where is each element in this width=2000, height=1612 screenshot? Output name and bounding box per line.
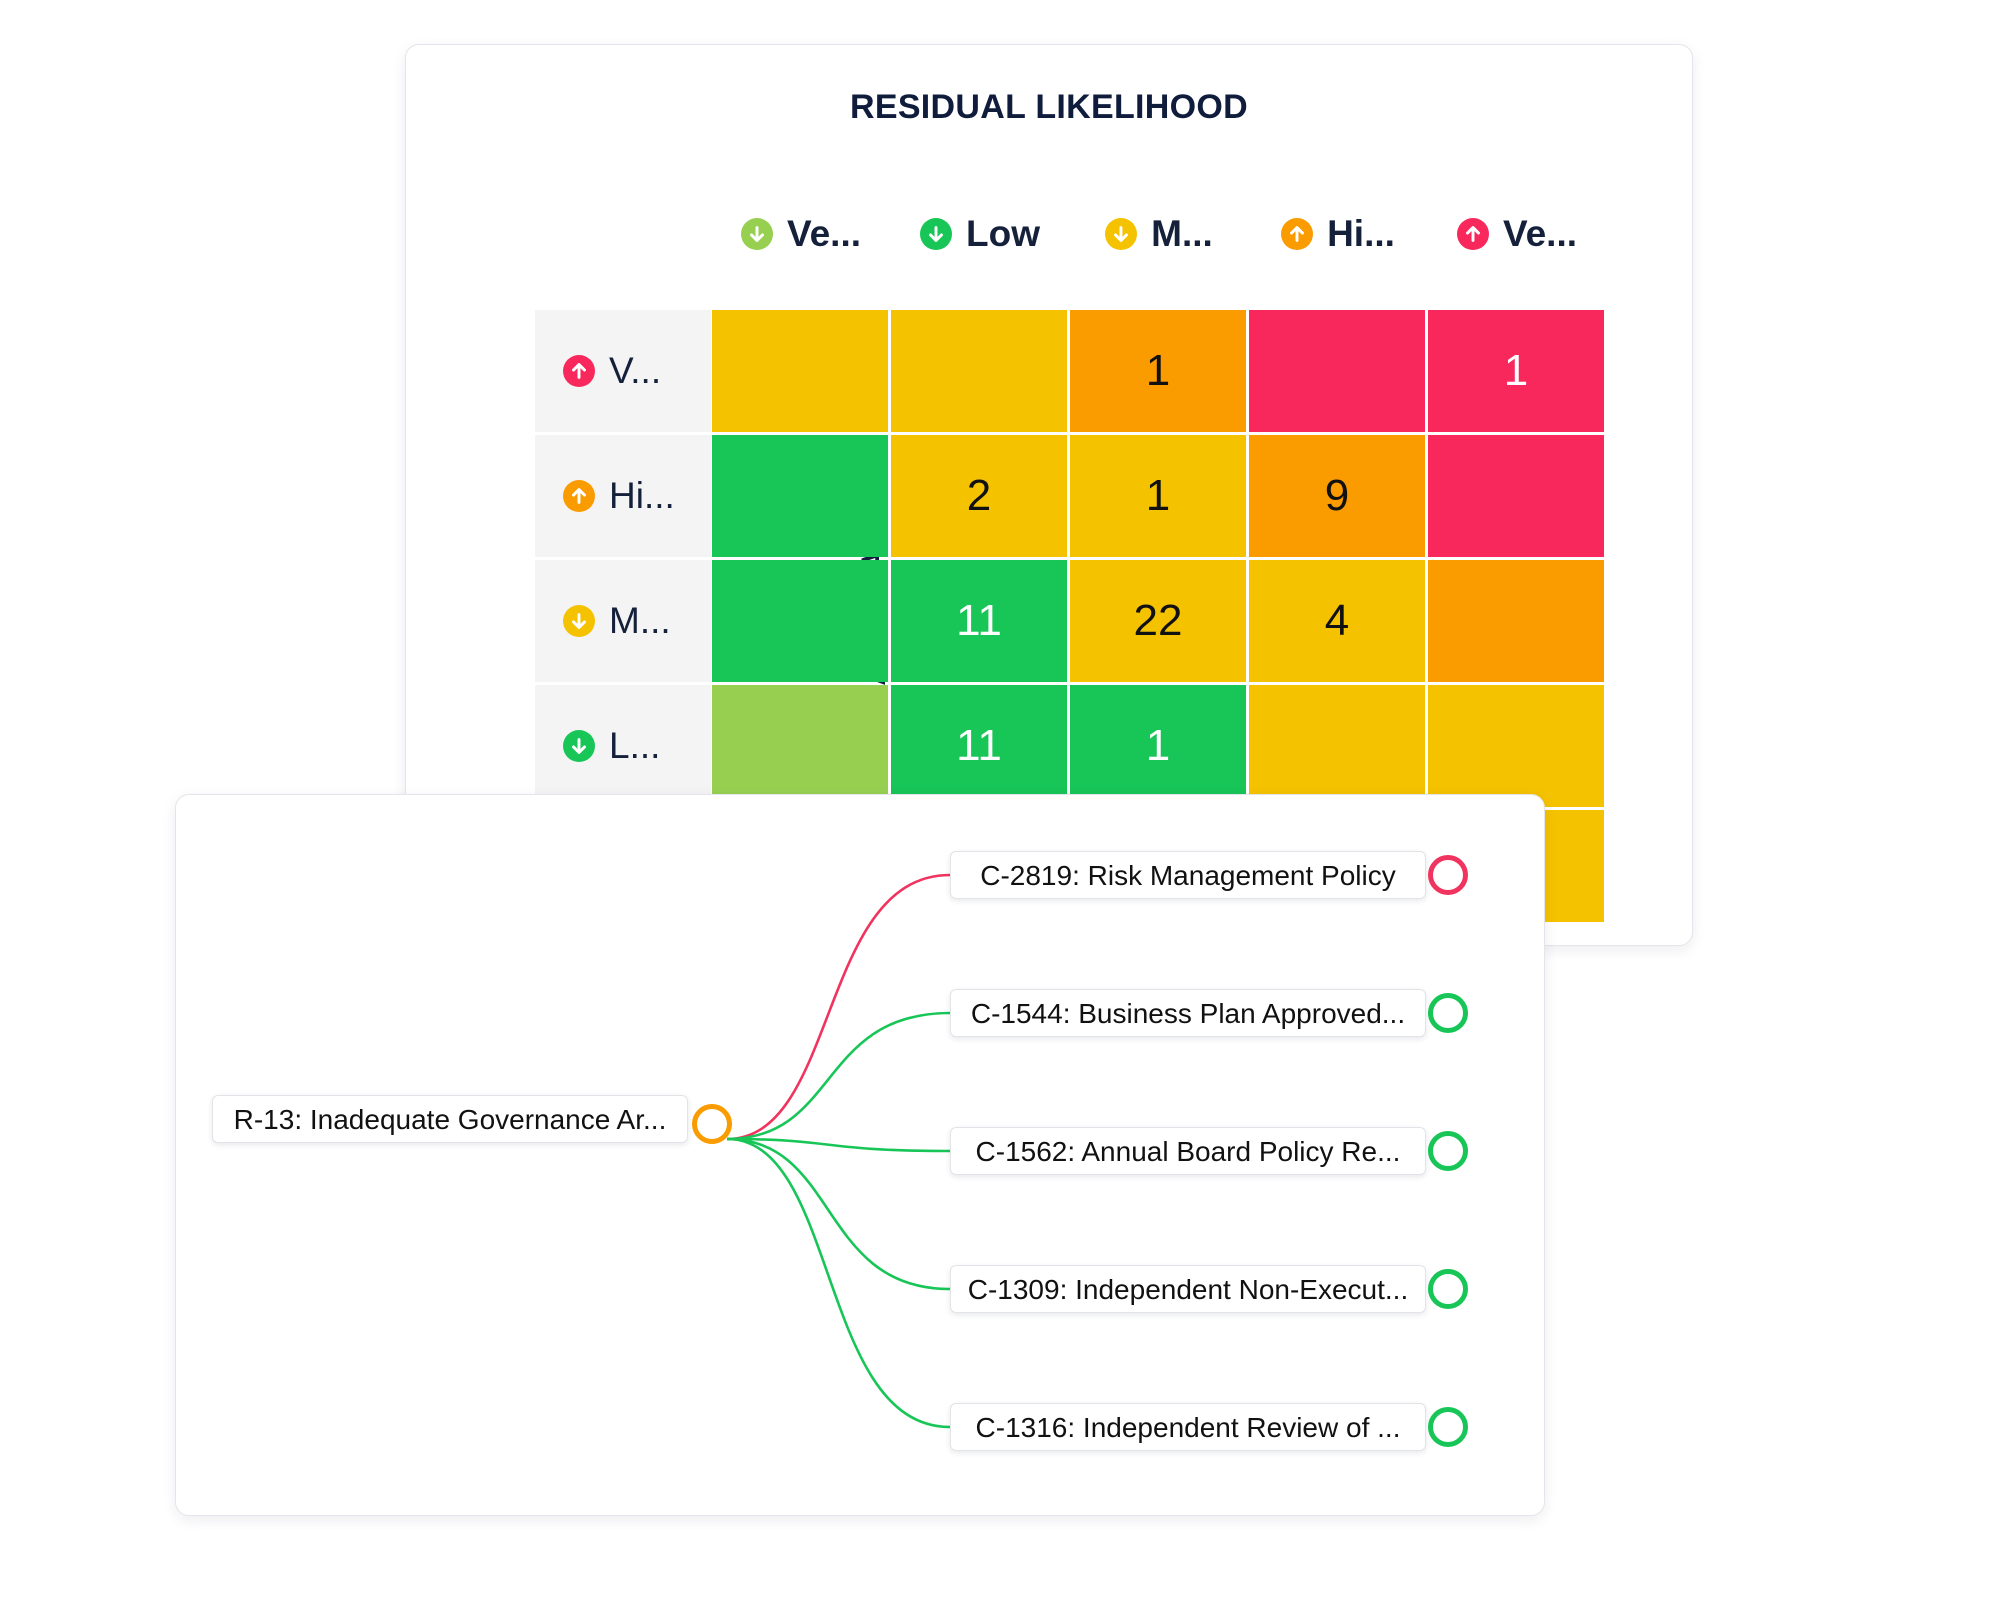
control-status-ring[interactable]: [1428, 1131, 1468, 1171]
heatmap-cell[interactable]: 22: [1070, 560, 1246, 682]
likelihood-column-label: M...: [1151, 213, 1213, 254]
impact-row-header[interactable]: Hi...: [535, 435, 711, 557]
impact-row-label: Hi...: [609, 475, 675, 516]
arrow-up-icon: [1456, 218, 1489, 250]
arrow-down-icon: [563, 605, 595, 637]
risk-control-link: [726, 1137, 951, 1429]
likelihood-column-header[interactable]: Low: [891, 212, 1069, 256]
control-node-label[interactable]: C-1544: Business Plan Approved...: [950, 989, 1426, 1037]
likelihood-column-label: Low: [966, 213, 1040, 254]
impact-row-header[interactable]: L...: [535, 685, 711, 807]
control-status-ring[interactable]: [1428, 1407, 1468, 1447]
arrow-down-icon: [563, 730, 595, 762]
likelihood-column-label: Ve...: [786, 213, 862, 254]
heatmap-cell[interactable]: [1249, 310, 1425, 432]
heatmap-cell[interactable]: 1: [1070, 310, 1246, 432]
control-node-label[interactable]: C-2819: Risk Management Policy: [950, 851, 1426, 899]
heatmap-cell[interactable]: [712, 685, 888, 807]
heatmap-cell[interactable]: [712, 560, 888, 682]
risk-control-link: [726, 1011, 951, 1141]
arrow-down-icon: [740, 218, 773, 250]
heatmap-cell[interactable]: [712, 435, 888, 557]
control-node-label[interactable]: C-1562: Annual Board Policy Re...: [950, 1127, 1426, 1175]
heatmap-cell[interactable]: [1428, 435, 1604, 557]
risk-control-link: [726, 873, 951, 1141]
arrow-up-icon: [1281, 218, 1314, 250]
control-node-label[interactable]: C-1316: Independent Review of ...: [950, 1403, 1426, 1451]
heatmap-cell[interactable]: [1249, 685, 1425, 807]
heatmap-cell[interactable]: [1428, 685, 1604, 807]
risk-control-graph-card: R-13: Inadequate Governance Ar... C-2819…: [175, 794, 1545, 1516]
heatmap-cell[interactable]: [712, 310, 888, 432]
heatmap-cell[interactable]: [891, 310, 1067, 432]
risk-control-link: [726, 1137, 951, 1291]
heatmap-cell[interactable]: 1: [1070, 685, 1246, 807]
arrow-up-icon: [563, 480, 595, 512]
graph-links: [726, 873, 951, 1429]
heatmap-title: RESIDUAL LIKELIHOOD: [850, 88, 1248, 126]
control-status-ring[interactable]: [1428, 993, 1468, 1033]
impact-row-header[interactable]: V...: [535, 310, 711, 432]
control-node-label[interactable]: C-1309: Independent Non-Execut...: [950, 1265, 1426, 1313]
likelihood-column-header[interactable]: Ve...: [712, 212, 890, 256]
heatmap-cell[interactable]: 4: [1249, 560, 1425, 682]
control-status-ring[interactable]: [1428, 1269, 1468, 1309]
heatmap-cell[interactable]: 1: [1428, 310, 1604, 432]
root-risk-node-label[interactable]: R-13: Inadequate Governance Ar...: [212, 1095, 688, 1143]
root-risk-status-ring[interactable]: [692, 1104, 732, 1144]
heatmap-cell[interactable]: [1428, 560, 1604, 682]
control-status-ring[interactable]: [1428, 855, 1468, 895]
heatmap-cell[interactable]: 9: [1249, 435, 1425, 557]
likelihood-column-label: Hi...: [1327, 213, 1395, 254]
impact-row-label: V...: [609, 350, 662, 391]
arrow-down-icon: [1105, 218, 1138, 250]
likelihood-column-label: Ve...: [1502, 213, 1578, 254]
heatmap-cell[interactable]: 11: [891, 560, 1067, 682]
heatmap-cell[interactable]: 11: [891, 685, 1067, 807]
heatmap-cell[interactable]: 2: [891, 435, 1067, 557]
likelihood-column-header[interactable]: Hi...: [1249, 212, 1427, 256]
impact-row-label: L...: [609, 725, 661, 766]
risk-control-link: [726, 1137, 951, 1153]
arrow-down-icon: [920, 218, 952, 250]
impact-row-header[interactable]: M...: [535, 560, 711, 682]
likelihood-column-header[interactable]: Ve...: [1428, 212, 1606, 256]
arrow-up-icon: [563, 355, 595, 387]
likelihood-column-header[interactable]: M...: [1070, 212, 1248, 256]
heatmap-cell[interactable]: 1: [1070, 435, 1246, 557]
impact-row-label: M...: [609, 600, 671, 641]
